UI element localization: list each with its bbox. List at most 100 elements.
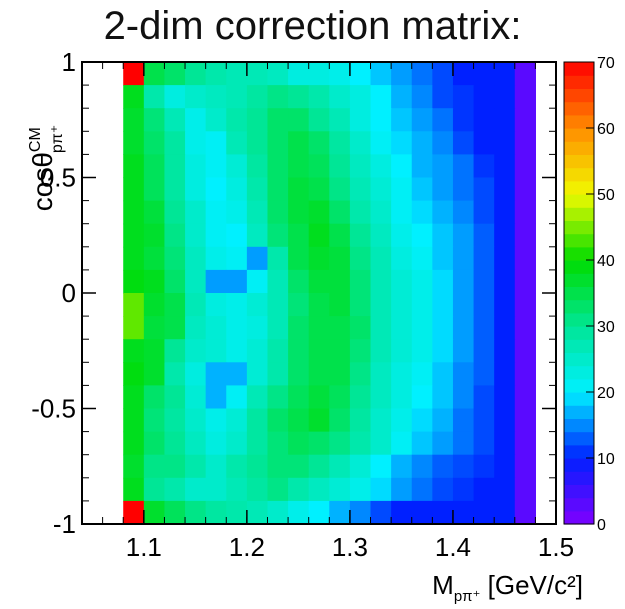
heatmap-cell — [391, 477, 413, 502]
heatmap-cell — [473, 85, 495, 109]
heatmap-cell — [267, 85, 289, 109]
heatmap-cell — [473, 177, 495, 202]
heatmap-cell — [267, 269, 289, 294]
heatmap-cell — [494, 454, 516, 479]
heatmap-cell — [494, 362, 516, 386]
heatmap-cell — [123, 316, 145, 340]
heatmap-cell — [432, 293, 454, 317]
heatmap-cell — [226, 477, 248, 502]
heatmap-cell — [349, 385, 372, 410]
heatmap-cell — [226, 223, 248, 248]
heatmap-cell — [432, 177, 454, 202]
colorbar-band — [564, 194, 594, 208]
heatmap-cell — [246, 454, 269, 479]
heatmap-cell — [226, 454, 248, 479]
heatmap-cell — [246, 108, 269, 132]
heatmap-cell — [164, 269, 186, 294]
colorbar-band — [564, 497, 594, 512]
heatmap-cell — [205, 454, 227, 479]
heatmap-cell — [452, 316, 475, 340]
heatmap-cell — [473, 62, 495, 86]
heatmap-cell — [329, 339, 351, 363]
heatmap-cell — [205, 200, 227, 225]
heatmap-cell — [452, 385, 475, 410]
colorbar-tick-label: 70 — [597, 55, 615, 72]
heatmap-cell — [411, 385, 433, 410]
heatmap-cell — [329, 223, 351, 248]
heatmap-cell — [185, 177, 207, 202]
heatmap-cell — [267, 293, 289, 317]
heatmap-cell — [164, 431, 186, 456]
heatmap-cell — [370, 431, 392, 456]
heatmap-cell — [205, 408, 227, 433]
heatmap-cell — [391, 385, 413, 410]
heatmap-cell — [391, 431, 413, 456]
heatmap-cell — [143, 316, 166, 340]
colorbar-band — [564, 101, 594, 116]
heatmap-cell — [391, 408, 413, 433]
colorbar-band — [564, 431, 594, 446]
heatmap-cell — [494, 500, 516, 525]
colorbar-tick-label: 60 — [597, 121, 615, 138]
heatmap-cell — [432, 339, 454, 363]
colorbar-band — [564, 484, 594, 499]
heatmap-cell — [349, 85, 372, 109]
heatmap-cell — [329, 85, 351, 109]
heatmap-cell — [329, 385, 351, 410]
heatmap-cell — [226, 62, 248, 86]
heatmap-cell — [391, 454, 413, 479]
heatmap-cell — [370, 385, 392, 410]
heatmap-cell — [391, 108, 413, 132]
heatmap-cell — [164, 108, 186, 132]
heatmap-cell — [143, 477, 166, 502]
heatmap-cell — [411, 154, 433, 179]
heatmap-cell — [329, 131, 351, 155]
heatmap-cell — [349, 408, 372, 433]
heatmap-cell — [391, 316, 413, 340]
heatmap-cell — [329, 293, 351, 317]
heatmap-cell — [473, 477, 495, 502]
heatmap-cell — [123, 500, 145, 525]
heatmap-cell — [411, 131, 433, 155]
heatmap-cell — [349, 177, 372, 202]
heatmap-cell — [185, 223, 207, 248]
heatmap-cell — [432, 223, 454, 248]
heatmap-cell — [494, 269, 516, 294]
heatmap-cell — [205, 500, 227, 525]
heatmap-cell — [391, 85, 413, 109]
colorbar-tick-label: 20 — [597, 385, 615, 402]
heatmap-cell — [185, 154, 207, 179]
heatmap-cell — [226, 385, 248, 410]
colorbar-band — [564, 299, 594, 314]
colorbar-band — [564, 246, 594, 261]
heatmap-cell — [432, 85, 454, 109]
heatmap-cell — [246, 477, 269, 502]
heatmap-cell — [205, 246, 227, 271]
colorbar-tick-label: 40 — [597, 253, 615, 270]
heatmap-cell — [288, 131, 310, 155]
colorbar-band — [564, 365, 594, 380]
colorbar-band — [564, 326, 594, 340]
heatmap-cell — [288, 223, 310, 248]
heatmap-cell — [411, 500, 433, 525]
heatmap-cell — [473, 246, 495, 271]
x-tick-label: 1.5 — [538, 532, 574, 562]
heatmap-cell — [143, 85, 166, 109]
colorbar-band — [564, 62, 594, 76]
heatmap-cell — [391, 223, 413, 248]
heatmap-cell — [226, 200, 248, 225]
heatmap-cell — [246, 177, 269, 202]
heatmap-cell — [143, 500, 166, 525]
heatmap-cell — [226, 293, 248, 317]
heatmap-cell — [514, 131, 536, 155]
y-tick-label: 0.5 — [40, 163, 76, 193]
heatmap-cell — [391, 246, 413, 271]
colorbar-band — [564, 312, 594, 327]
heatmap-cell — [205, 269, 227, 294]
heatmap-cell — [267, 131, 289, 155]
heatmap-cell — [473, 408, 495, 433]
heatmap-cell — [205, 293, 227, 317]
heatmap-cell — [267, 500, 289, 525]
heatmap-cell — [123, 131, 145, 155]
heatmap-cell — [514, 154, 536, 179]
